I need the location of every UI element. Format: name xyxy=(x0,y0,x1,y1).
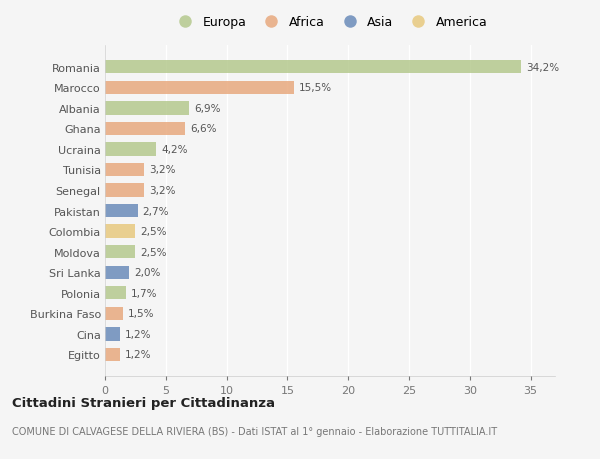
Text: 1,2%: 1,2% xyxy=(124,329,151,339)
Bar xyxy=(105,246,136,259)
Bar xyxy=(105,102,189,115)
Text: 6,6%: 6,6% xyxy=(190,124,217,134)
Bar xyxy=(105,123,185,136)
Text: 3,2%: 3,2% xyxy=(149,185,175,196)
Text: COMUNE DI CALVAGESE DELLA RIVIERA (BS) - Dati ISTAT al 1° gennaio - Elaborazione: COMUNE DI CALVAGESE DELLA RIVIERA (BS) -… xyxy=(12,426,497,436)
Bar xyxy=(105,328,119,341)
Text: 2,7%: 2,7% xyxy=(143,206,169,216)
Text: 3,2%: 3,2% xyxy=(149,165,175,175)
Bar xyxy=(105,163,144,177)
Text: 6,9%: 6,9% xyxy=(194,104,220,113)
Text: 1,5%: 1,5% xyxy=(128,309,155,319)
Text: 2,0%: 2,0% xyxy=(134,268,161,278)
Bar xyxy=(105,143,156,156)
Bar xyxy=(105,184,144,197)
Text: 1,2%: 1,2% xyxy=(124,350,151,360)
Text: 1,7%: 1,7% xyxy=(131,288,157,298)
Bar xyxy=(105,307,123,320)
Legend: Europa, Africa, Asia, America: Europa, Africa, Asia, America xyxy=(169,12,491,33)
Text: Cittadini Stranieri per Cittadinanza: Cittadini Stranieri per Cittadinanza xyxy=(12,396,275,409)
Bar xyxy=(105,204,138,218)
Text: 4,2%: 4,2% xyxy=(161,145,187,155)
Text: 2,5%: 2,5% xyxy=(140,247,167,257)
Text: 2,5%: 2,5% xyxy=(140,227,167,237)
Bar xyxy=(105,348,119,361)
Bar xyxy=(105,286,125,300)
Bar xyxy=(105,225,136,238)
Bar xyxy=(105,61,521,74)
Bar xyxy=(105,266,130,280)
Text: 15,5%: 15,5% xyxy=(298,83,332,93)
Text: 34,2%: 34,2% xyxy=(526,62,559,73)
Bar xyxy=(105,81,293,95)
